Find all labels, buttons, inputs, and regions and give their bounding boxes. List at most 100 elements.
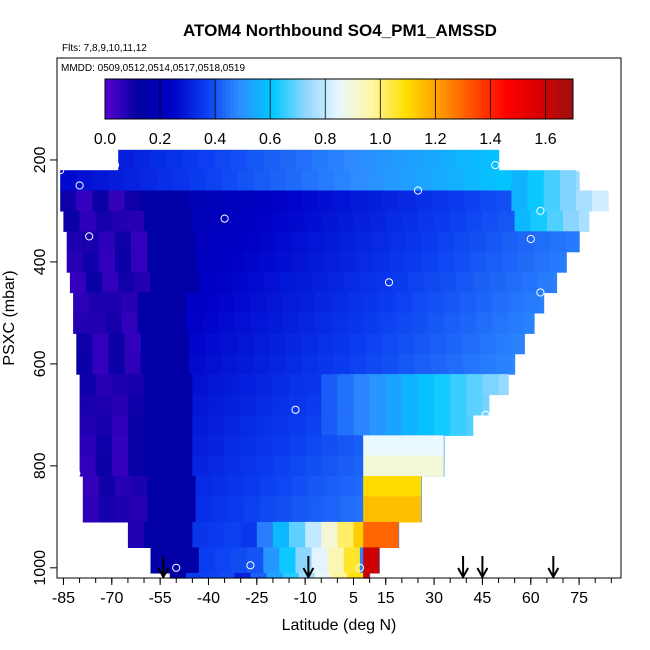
heatmap-cell [276,231,293,253]
heatmap-cell [221,170,239,192]
colorbar-swatch [159,79,164,119]
colorbar-swatch [440,79,445,119]
heatmap-cell [305,414,322,436]
heatmap-cell [395,292,413,314]
colorbar-swatch [218,79,223,119]
heatmap-cell [205,353,222,375]
colorbar-tick-label: 1.6 [534,131,556,148]
heatmap-cell [418,210,435,232]
heatmap-cell [173,333,190,355]
heatmap-cell [334,190,351,212]
heatmap-cell [318,170,335,192]
sample-point [491,161,500,170]
heatmap-cell [347,312,364,334]
x-tick-label: 5 [349,590,358,607]
colorbar-swatch [467,79,473,119]
heatmap-cell [192,374,210,396]
heatmap-cell [492,292,509,314]
heatmap-cell [353,210,371,232]
sample-point [110,161,120,170]
colorbar-swatch [300,79,305,119]
colorbar-swatch [229,79,235,119]
flight-arrow-head [302,567,315,580]
heatmap-cell [459,312,477,334]
heatmap-cell [82,496,100,523]
heatmap-cell [559,170,577,192]
heatmap-cell [144,521,161,548]
heatmap-cell [385,210,403,232]
heatmap-cell [127,521,145,548]
heatmap-cell [272,414,290,436]
colorbar-swatch [194,79,200,119]
heatmap-cell [389,231,406,253]
colorbar-swatch [186,79,192,119]
heatmap-cell [488,272,506,294]
x-tick-label: 60 [522,590,540,607]
heatmap-cell [418,374,435,396]
colorbar-swatch [409,79,414,119]
heatmap-cell [66,251,84,273]
colorbar-swatch [553,79,558,119]
heatmap-cell [185,292,203,314]
heatmap-cell [330,572,348,579]
flight-arrow-head [547,567,560,580]
colorbar-swatch [167,79,172,119]
heatmap-cell [131,476,148,497]
heatmap-cell [272,455,290,477]
heatmap-cell [253,190,271,212]
heatmap-cell [224,414,242,436]
heatmap-cell [224,210,242,232]
heatmap-cell [321,455,338,477]
heatmap-cell [176,414,193,436]
heatmap-cell [324,476,342,497]
colorbar-swatch [264,79,270,119]
heatmap-cell [160,210,177,232]
heatmap-cell [272,374,290,396]
colorbar-swatch [183,79,188,119]
heatmap-cell [243,476,261,497]
heatmap-cell [82,231,100,253]
heatmap-cell [269,190,287,212]
heatmap-cell [208,210,226,232]
heatmap-cell [318,353,335,375]
heatmap-cell [156,170,174,192]
heatmap-cell [398,353,416,375]
heatmap-cell [253,170,271,192]
heatmap-cell [376,149,393,171]
heatmap-cell [337,394,355,416]
colorbar-swatch [452,79,457,119]
heatmap-cell [343,149,361,171]
colorbar-swatch [179,79,184,119]
heatmap-cell [169,572,187,579]
colorbar-swatch [366,79,371,119]
sample-point [481,410,490,419]
heatmap-cell [156,333,174,355]
heatmap-cell [260,476,277,497]
heatmap-hot-cell [363,496,422,523]
heatmap-cell [321,435,338,457]
colorbar-swatch [303,79,309,119]
heatmap-cell [472,149,490,171]
heatmap-cell [463,353,480,375]
heatmap-cell [398,333,416,355]
heatmap-cell [495,333,512,355]
heatmap-cell [127,374,145,396]
heatmap-cell [350,190,367,212]
heatmap-cell [521,272,538,294]
heatmap-cell [243,496,261,523]
colorbar-tick-label: 0.8 [314,131,336,148]
colorbar-swatch [342,79,348,119]
heatmap-cell [501,231,519,253]
heatmap-cell [437,251,454,273]
heatmap-cell [301,170,319,192]
flights-label: Flts: 7,8,9,10,11,12 [62,43,147,54]
heatmap-cell [327,547,345,574]
colorbar-swatch [307,79,313,119]
heatmap-cell [98,251,116,273]
colorbar-swatch [358,79,363,119]
heatmap-cell [256,414,274,436]
heatmap-cell [144,414,161,436]
heatmap-cell [305,521,322,548]
colorbar-swatch [210,79,215,119]
